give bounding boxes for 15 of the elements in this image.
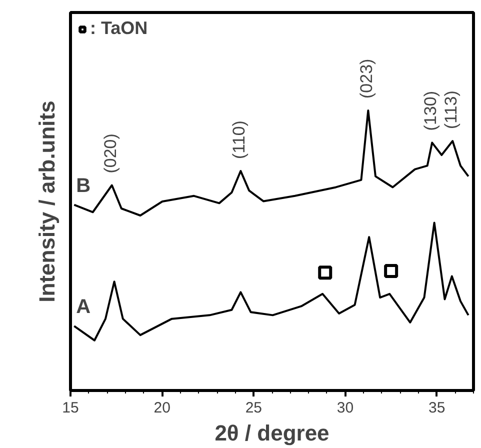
y-axis-title: Intensity / arb.units	[34, 100, 60, 302]
annotation: (023)	[357, 58, 376, 98]
x-tick-label: 25	[245, 400, 262, 416]
annotation: (020)	[100, 134, 120, 174]
annotation: (130)	[421, 91, 440, 131]
x-tick-label: 15	[62, 400, 79, 416]
annotation: (113)	[442, 90, 461, 130]
series-label: A	[76, 296, 91, 318]
x-tick-label: 20	[154, 400, 170, 416]
series-label: B	[76, 174, 91, 197]
x-tick-label: 30	[336, 400, 354, 416]
annotation: (110)	[230, 120, 249, 159]
x-tick-label: 35	[428, 400, 446, 416]
legend-label: : TaON	[90, 18, 148, 39]
x-axis-title: 2θ / degree	[214, 420, 330, 446]
